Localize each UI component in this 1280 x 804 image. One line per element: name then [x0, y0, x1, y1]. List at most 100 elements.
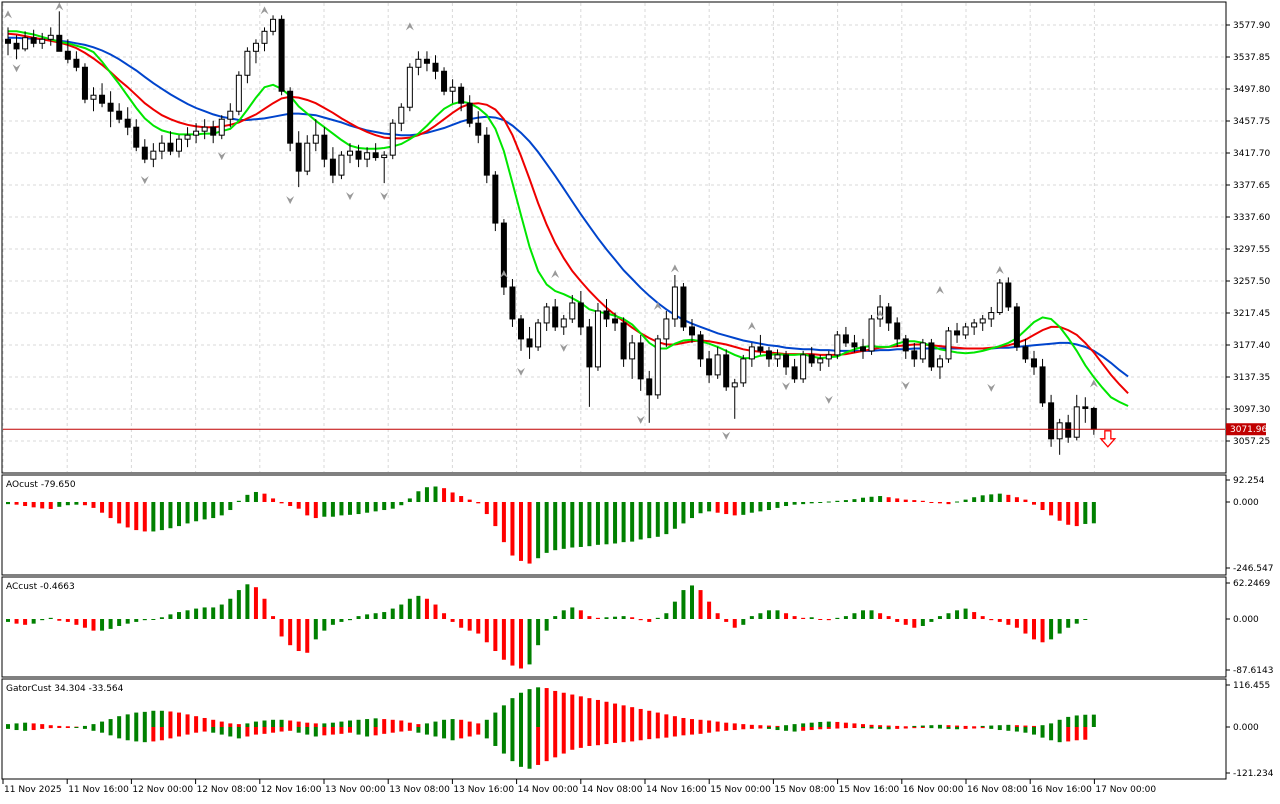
gator-lower-bar	[604, 727, 609, 745]
candle	[808, 346, 815, 367]
gator-upper-bar	[698, 719, 703, 727]
gator-upper-bar	[681, 717, 686, 727]
gator-lower-bar	[630, 727, 635, 742]
ac-bar	[519, 619, 523, 669]
gator-upper-bar	[878, 725, 883, 727]
ac-bar	[989, 619, 994, 621]
ao-bar	[920, 500, 925, 502]
ac-bar	[912, 619, 917, 628]
candle-body	[612, 318, 619, 324]
fractal-up-arrow	[4, 10, 12, 19]
ac-bar	[758, 613, 763, 619]
gator-lower-bar	[1083, 727, 1088, 740]
price-axis-tick-label: 3257.50	[1233, 277, 1270, 287]
gator-lower-bar	[724, 727, 729, 731]
ac-bar	[6, 619, 10, 622]
candle	[791, 358, 798, 383]
ao-bar	[536, 502, 541, 559]
ao-bar	[271, 498, 276, 502]
ac-bar	[861, 610, 865, 619]
ao-bar	[818, 502, 823, 503]
fractal-down-arrow	[901, 381, 910, 390]
gator-lower-bar	[117, 727, 122, 739]
gator-lower-bar	[613, 727, 618, 743]
ao-bar	[647, 502, 652, 539]
fractal-up-arrow	[260, 6, 269, 15]
ac-bar	[937, 616, 942, 619]
candle-body	[483, 134, 490, 176]
gator-upper-bar	[356, 719, 361, 727]
gator-upper-bar	[493, 712, 498, 727]
candle-body	[552, 306, 559, 328]
gator-lower-bar	[647, 727, 652, 740]
gator-upper-bar	[724, 722, 729, 727]
ac-bar	[997, 619, 1002, 622]
gator-upper-bar	[578, 696, 583, 727]
gator-upper-bar	[1057, 719, 1062, 727]
fractal-down-arrow	[782, 382, 791, 391]
ao-bar	[929, 502, 934, 503]
ac-bar	[211, 607, 216, 619]
ao-bar	[74, 502, 79, 505]
gator-lower-bar	[818, 727, 823, 730]
fractal-up-arrow	[55, 2, 64, 11]
ac-bar	[809, 617, 814, 619]
price-panel[interactable]: 3577.90 3537.85 3497.80 3457.75 3417.70 3377.…	[1, 1, 1270, 474]
ac-bar	[82, 619, 87, 628]
gator-lower-bar	[1023, 727, 1028, 733]
ao-bar	[288, 502, 293, 507]
gator-upper-bar	[630, 707, 635, 727]
ac-bar	[1066, 619, 1071, 628]
gator-upper-bar	[399, 720, 404, 727]
ac-bar	[1057, 619, 1062, 634]
gator-lower-bar	[382, 727, 387, 734]
ac-bar	[553, 616, 558, 619]
ac-bar	[23, 619, 28, 625]
ao-bar	[1032, 502, 1036, 505]
ao-bar	[937, 502, 942, 504]
ao-bar	[595, 502, 600, 545]
candle	[372, 143, 379, 161]
gator-axis-tick-label: 116.455	[1233, 681, 1270, 691]
candle	[304, 135, 311, 176]
gator-upper-bar	[142, 711, 147, 727]
ao-bar	[664, 502, 669, 535]
candle-body	[406, 66, 413, 108]
candle-body	[526, 338, 533, 348]
ao-bar	[194, 502, 199, 522]
ao-bar	[322, 502, 327, 517]
gator-upper-bar	[1066, 716, 1071, 727]
ac-bar	[484, 619, 489, 643]
ac-panel[interactable]: ACcust -0.4663 62.2469 0.000 -87.6143	[1, 576, 1273, 678]
ao-bar	[698, 502, 703, 514]
candle-body	[372, 152, 379, 159]
candle-body	[184, 134, 191, 140]
gator-panel[interactable]: GatorCust 34.304 -33.564 116.455 0.000 -121…	[1, 678, 1274, 780]
gator-lower-bar	[253, 727, 258, 735]
candle	[885, 302, 892, 331]
gator-upper-bar	[912, 725, 917, 727]
gator-lower-bar	[920, 727, 925, 728]
gator-lower-bar	[82, 727, 87, 729]
ao-panel[interactable]: AOcust -79.650 92.254 0.000 -246.547	[1, 474, 1273, 576]
gator-lower-bar	[194, 727, 199, 733]
ac-bar	[963, 608, 968, 619]
gator-upper-bar	[826, 721, 831, 727]
gator-lower-bar	[903, 727, 908, 729]
candle-body	[680, 286, 687, 328]
gator-lower-bar	[501, 727, 506, 754]
ac-bar	[843, 616, 848, 619]
gator-upper-bar	[595, 699, 600, 727]
gator-upper-bar	[159, 710, 164, 727]
candle	[227, 103, 234, 128]
ac-bar	[151, 619, 156, 620]
candle-body	[398, 106, 405, 124]
ac-bar	[1014, 619, 1019, 628]
gator-lower-bar	[459, 727, 464, 739]
candle-body	[30, 37, 37, 44]
candle	[509, 279, 516, 327]
candle-body	[706, 358, 713, 376]
candle	[911, 342, 918, 367]
